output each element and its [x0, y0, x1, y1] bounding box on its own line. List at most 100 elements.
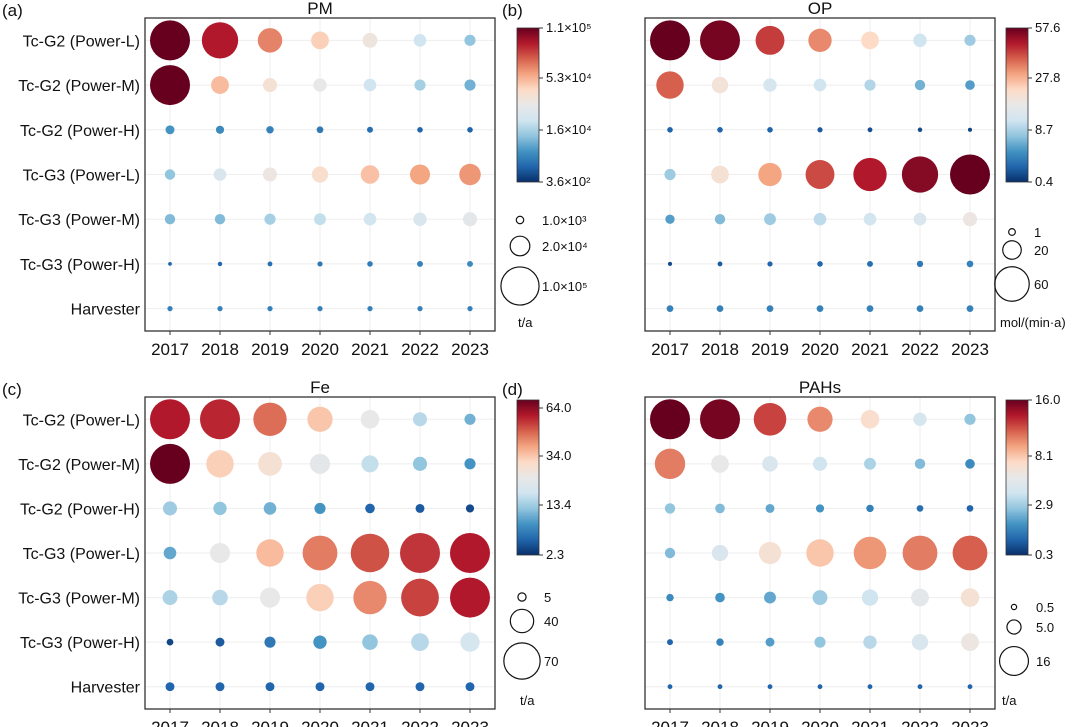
colorbar-tick-label: 1.1×10⁵: [546, 20, 592, 35]
bubble-pm-2-3: [316, 126, 324, 134]
row-label: Tc-G2 (Power-H): [20, 501, 140, 518]
bubble-fe-6-5: [415, 682, 425, 692]
bubble-op-1-1: [711, 76, 729, 94]
bubble-op-4-1: [714, 214, 726, 225]
bubble-fe-6-4: [365, 682, 375, 692]
bubble-fe-5-3: [313, 635, 327, 649]
bubble-pahs-4-3: [812, 590, 828, 605]
x-tick-label: 2019: [251, 718, 289, 727]
bubble-op-2-1: [717, 126, 723, 133]
bubble-pahs-0-2: [753, 402, 787, 436]
bubble-fe-2-2: [263, 502, 277, 515]
panel-title: PAHs: [799, 378, 841, 397]
bubble-fe-3-1: [209, 542, 231, 564]
bubble-pm-1-2: [262, 78, 278, 93]
bubble-pm-5-6: [467, 260, 473, 267]
x-tick-label: 2019: [251, 340, 289, 359]
x-tick-label: 2023: [951, 718, 989, 727]
bubble-pahs-4-2: [764, 591, 776, 604]
size-legend-unit: t/a: [518, 315, 533, 330]
colorbar-tick-label: 8.7: [1035, 122, 1053, 137]
bubble-pm-1-4: [363, 78, 377, 92]
bubble-op-3-0: [664, 168, 676, 181]
bubble-pm-0-1: [201, 22, 239, 59]
panel-fe: (c) Fe Tc-G2 (Power-L) Tc-G2 (Power-M) Tc-G2…: [2, 378, 571, 727]
bubble-fe-5-0: [166, 638, 174, 646]
bubble-fe-0-4: [360, 410, 380, 429]
panel-label: (d): [502, 380, 523, 399]
bubble-fe-0-1: [200, 399, 240, 440]
bubble-op-3-4: [853, 157, 887, 192]
bubble-op-1-4: [864, 79, 876, 91]
colorbar-tick-label: 27.8: [1035, 70, 1060, 85]
bubble-pahs-6-0: [667, 684, 673, 690]
bubble-op-1-0: [656, 71, 684, 99]
size-legend-unit: t/a: [1002, 693, 1017, 708]
bubble-op-5-4: [867, 260, 873, 267]
bubble-pahs-4-6: [960, 588, 980, 607]
bubble-pahs-3-0: [664, 547, 676, 559]
colorbar-tick-label: 64.0: [546, 400, 571, 415]
bubble-op-5-6: [966, 260, 974, 268]
size-legend-label: 2.0×10⁴: [542, 239, 588, 254]
bubble-op-5-3: [817, 261, 823, 267]
x-tick-label: 2018: [701, 718, 739, 727]
bubble-op-2-4: [867, 127, 873, 133]
bubble-op-2-2: [767, 126, 773, 133]
row-label: Tc-G3 (Power-M): [18, 591, 140, 608]
colorbar-tick-label: 2.3: [546, 547, 564, 562]
bubble-pahs-6-1: [717, 684, 723, 690]
x-tick-label: 2019: [751, 340, 789, 359]
bubble-pm-2-1: [215, 125, 225, 134]
bubble-pm-6-1: [217, 306, 223, 312]
bubble-fe-2-0: [162, 501, 178, 516]
bubble-op-5-1: [717, 261, 723, 267]
bubble-pahs-0-1: [700, 399, 740, 440]
bubble-fe-6-1: [215, 682, 225, 692]
bubble-fe-3-5: [400, 533, 440, 573]
bubble-pm-3-5: [409, 164, 431, 185]
colorbar-tick-label: 2.9: [1035, 497, 1053, 512]
bubble-fe-1-1: [206, 450, 234, 478]
colorbar-tick-label: 34.0: [546, 448, 571, 463]
bubble-pm-2-2: [266, 126, 274, 134]
row-label: Tc-G2 (Power-M): [18, 78, 140, 95]
bubble-pahs-2-4: [866, 504, 874, 513]
bubble-pahs-5-2: [765, 637, 775, 647]
row-label: Tc-G2 (Power-H): [20, 123, 140, 140]
panel-title: OP: [808, 0, 833, 18]
bubble-pahs-2-0: [664, 503, 676, 514]
colorbar-tick-label: 1.6×10⁴: [546, 122, 592, 137]
bubble-pahs-6-6: [967, 684, 973, 690]
bubble-fe-0-3: [307, 406, 333, 432]
bubble-pm-0-5: [413, 34, 427, 47]
bubble-pahs-2-5: [916, 505, 924, 512]
bubble-pahs-5-3: [814, 636, 826, 648]
bubble-fe-2-1: [213, 501, 227, 516]
x-tick-label: 2020: [801, 718, 839, 727]
bubble-pahs-5-5: [911, 633, 929, 651]
size-legend-label: 40: [544, 614, 558, 629]
bubble-fe-3-3: [302, 535, 338, 571]
size-legend-circle: [517, 592, 527, 602]
bubble-op-2-6: [967, 127, 973, 132]
size-legend-circle: [515, 215, 525, 225]
x-tick-label: 2018: [201, 340, 239, 359]
bubble-pm-4-0: [164, 214, 176, 225]
bubble-op-4-4: [863, 212, 877, 226]
bubble-op-0-2: [755, 25, 785, 55]
bubble-fe-0-2: [253, 402, 287, 436]
bubble-pahs-6-4: [867, 684, 873, 690]
bubble-pm-4-4: [363, 212, 377, 226]
x-tick-label: 2017: [651, 718, 689, 727]
bubble-pahs-5-6: [961, 633, 979, 652]
size-legend-label: 0.5: [1036, 600, 1054, 615]
size-legend-label: 16: [1036, 654, 1050, 669]
bubble-op-0-6: [964, 34, 976, 46]
bubble-op-0-4: [861, 31, 879, 50]
colorbar-tick-label: 3.6×10²: [546, 174, 591, 189]
bubble-op-1-6: [965, 80, 975, 90]
bubble-fe-5-1: [215, 637, 225, 647]
bubble-fe-1-5: [412, 456, 428, 471]
bubble-fe-1-2: [258, 451, 282, 476]
